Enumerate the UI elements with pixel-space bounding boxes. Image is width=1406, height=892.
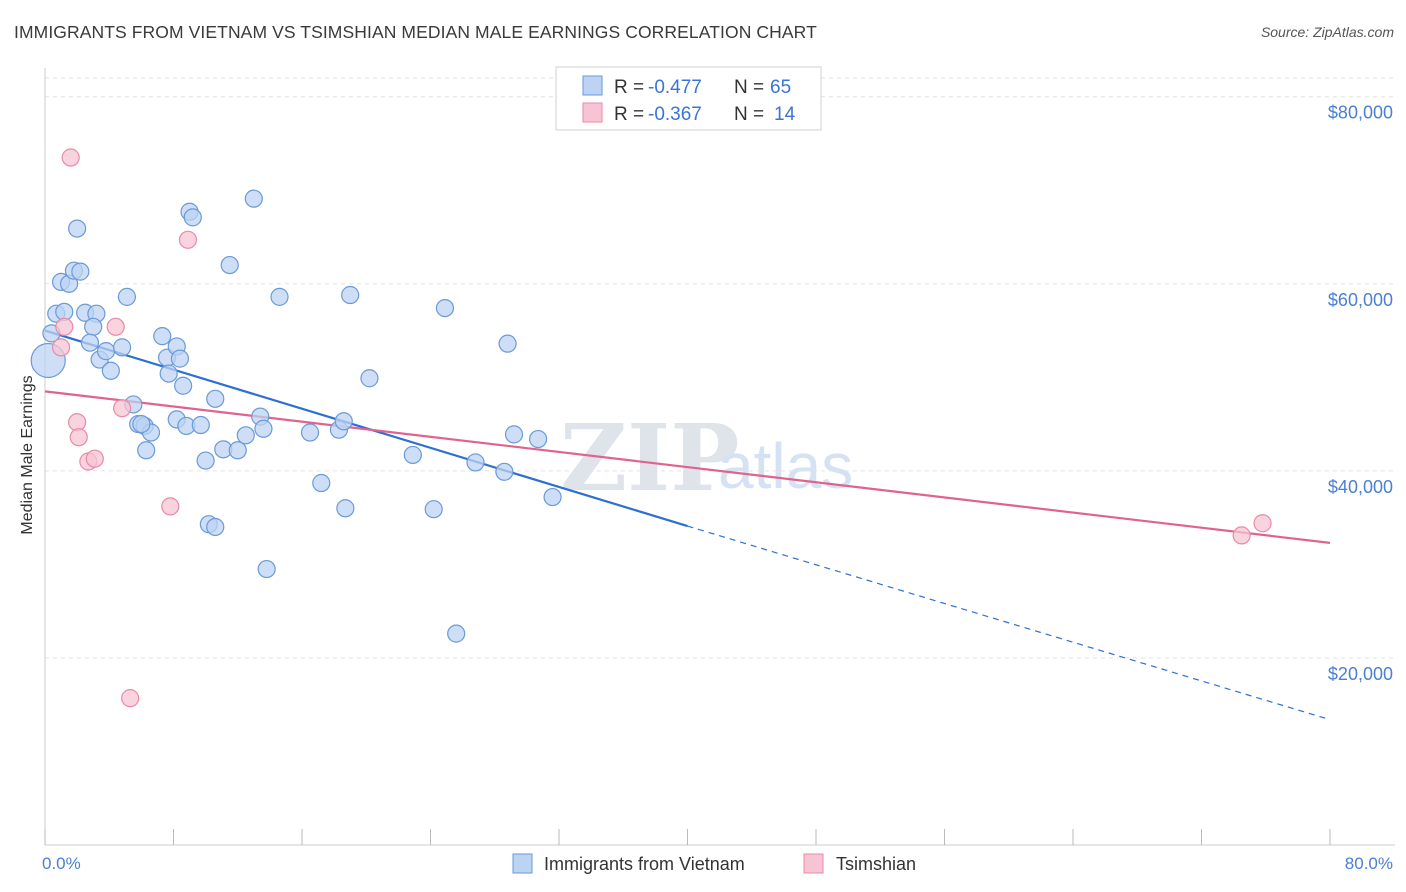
point-tsimshian-3	[68, 413, 87, 432]
y-axis-label: Median Male Earnings	[19, 375, 36, 534]
stats-pink-n-label: N =	[734, 104, 764, 125]
axes: $20,000 $40,000 $60,000 $80,000 0.0% 80.0%	[42, 68, 1395, 873]
point-vietnam-42	[236, 426, 255, 445]
point-vietnam-59	[466, 453, 485, 472]
point-vietnam-14	[96, 342, 116, 361]
point-vietnam-45	[254, 419, 273, 438]
stats-pink-r-value: -0.367	[648, 104, 702, 125]
point-vietnam-21	[137, 441, 156, 460]
point-vietnam-11	[84, 317, 103, 336]
point-tsimshian-0	[51, 338, 71, 357]
point-vietnam-56	[424, 500, 443, 519]
watermark-zip: ZIP	[560, 404, 739, 512]
point-tsimshian-13	[1253, 514, 1272, 533]
stats-blue-r-label: R =	[614, 77, 644, 98]
point-vietnam-7	[71, 262, 90, 281]
point-vietnam-46	[257, 559, 276, 579]
point-vietnam-15	[101, 361, 120, 380]
grid	[45, 77, 1395, 659]
point-vietnam-41	[228, 441, 247, 460]
legend-swatch-vietnam	[512, 853, 533, 874]
point-vietnam-12	[80, 333, 100, 352]
point-vietnam-28	[174, 376, 193, 395]
point-vietnam-54	[360, 369, 379, 388]
point-vietnam-63	[529, 429, 548, 449]
point-vietnam-61	[495, 462, 514, 481]
x-tick-label-max: 80.0%	[1345, 854, 1393, 873]
point-vietnam-35	[196, 451, 215, 470]
point-vietnam-23	[132, 414, 151, 434]
point-tsimshian-4	[69, 428, 88, 447]
point-vietnam-47	[270, 287, 289, 306]
stats-blue-n-value: 65	[770, 77, 791, 98]
stats-box: R = -0.477 N = 65 R = -0.367 N = 14	[555, 66, 822, 131]
trendlines	[44, 329, 1331, 721]
point-tsimshian-9	[121, 689, 140, 708]
point-vietnam-43	[244, 189, 263, 208]
stats-pink-r-label: R =	[614, 104, 644, 125]
legend: Immigrants from Vietnam Tsimshian	[512, 853, 916, 874]
y-tick-label-3: $80,000	[1328, 103, 1393, 123]
point-vietnam-62	[504, 425, 524, 444]
source-label: Source: ZipAtlas.com	[1260, 24, 1394, 40]
point-vietnam-26	[159, 364, 178, 383]
point-tsimshian-11	[178, 230, 198, 249]
point-tsimshian-12	[1232, 526, 1251, 545]
legend-swatch-tsimshian	[803, 853, 824, 874]
y-tick-label-1: $40,000	[1328, 477, 1393, 497]
stats-blue-swatch	[582, 75, 603, 96]
point-vietnam-58	[447, 624, 466, 643]
point-vietnam-16	[112, 338, 132, 357]
point-vietnam-33	[183, 208, 202, 227]
y-tick-label-0: $20,000	[1328, 664, 1393, 684]
point-vietnam-64	[543, 487, 562, 507]
point-vietnam-40	[220, 255, 239, 275]
point-vietnam-24	[153, 327, 172, 346]
stats-pink-n-value: 14	[774, 104, 796, 125]
y-tick-label-2: $60,000	[1328, 290, 1393, 310]
point-tsimshian-1	[55, 317, 74, 336]
point-vietnam-57	[435, 299, 455, 318]
point-vietnam-17	[117, 287, 137, 306]
point-vietnam-34	[191, 415, 210, 435]
point-vietnam-53	[334, 412, 353, 431]
point-vietnam-36	[206, 389, 225, 408]
point-vietnam-55	[403, 445, 422, 465]
x-tick-label-min: 0.0%	[42, 854, 81, 873]
chart-title: IMMIGRANTS FROM VIETNAM VS TSIMSHIAN MED…	[14, 22, 817, 42]
point-vietnam-38	[206, 517, 225, 537]
data-points	[30, 148, 1272, 708]
legend-label-vietnam: Immigrants from Vietnam	[544, 854, 745, 874]
stats-blue-n-label: N =	[734, 77, 764, 98]
point-tsimshian-7	[106, 317, 125, 336]
point-vietnam-52	[341, 285, 360, 305]
point-vietnam-49	[312, 473, 331, 493]
trendline-vietnam-extension	[687, 525, 1331, 721]
point-vietnam-29	[170, 349, 190, 368]
point-vietnam-8	[68, 219, 87, 238]
point-vietnam-60	[498, 334, 517, 353]
point-tsimshian-6	[85, 449, 104, 468]
point-vietnam-48	[300, 423, 320, 442]
point-vietnam-51	[336, 499, 355, 518]
legend-label-tsimshian: Tsimshian	[836, 854, 916, 874]
stats-pink-swatch	[582, 102, 603, 123]
point-tsimshian-2	[61, 148, 80, 167]
point-tsimshian-8	[112, 399, 132, 418]
stats-blue-r-value: -0.477	[648, 77, 702, 98]
watermark-atlas: atlas	[718, 430, 853, 502]
point-tsimshian-10	[161, 497, 180, 516]
